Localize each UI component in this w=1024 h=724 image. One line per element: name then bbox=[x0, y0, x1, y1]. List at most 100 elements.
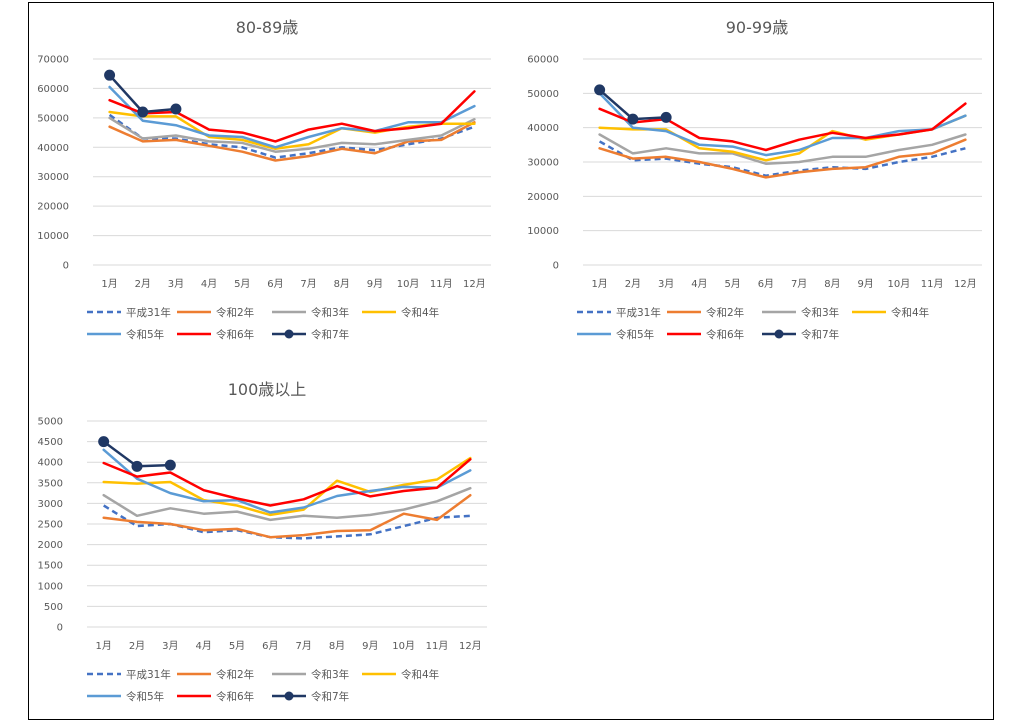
legend-label: 令和3年 bbox=[801, 306, 839, 319]
x-tick-label: 9月 bbox=[367, 278, 383, 290]
x-tick-label: 8月 bbox=[329, 640, 345, 652]
y-tick-label: 20000 bbox=[527, 192, 559, 203]
y-tick-label: 50000 bbox=[37, 113, 69, 124]
x-tick-label: 1月 bbox=[591, 278, 607, 290]
series-line bbox=[598, 92, 967, 157]
legend-label: 令和5年 bbox=[126, 690, 164, 703]
x-tick-label: 10月 bbox=[392, 640, 415, 652]
legend-label: 平成31年 bbox=[126, 668, 171, 681]
legend-label: 令和2年 bbox=[706, 306, 744, 319]
x-tick-label: 2月 bbox=[625, 278, 641, 290]
y-tick-label: 60000 bbox=[37, 84, 69, 95]
legend-label: 令和5年 bbox=[616, 328, 654, 341]
x-tick-label: 11月 bbox=[426, 640, 449, 652]
y-tick-label: 4000 bbox=[38, 458, 63, 469]
x-tick-label: 8月 bbox=[824, 278, 840, 290]
x-tick-label: 11月 bbox=[921, 278, 944, 290]
x-tick-label: 5月 bbox=[234, 278, 250, 290]
data-point bbox=[104, 69, 116, 81]
x-tick-label: 5月 bbox=[229, 640, 245, 652]
series-line bbox=[108, 121, 476, 162]
y-tick-label: 0 bbox=[553, 261, 559, 272]
legend-label: 令和2年 bbox=[216, 306, 254, 319]
y-tick-label: 40000 bbox=[527, 123, 559, 134]
y-tick-label: 10000 bbox=[527, 226, 559, 237]
x-tick-label: 10月 bbox=[397, 278, 420, 290]
y-tick-label: 10000 bbox=[37, 231, 69, 242]
data-point bbox=[594, 84, 606, 96]
data-point bbox=[660, 111, 672, 123]
y-tick-label: 50000 bbox=[527, 89, 559, 100]
legend-label: 令和4年 bbox=[891, 306, 929, 319]
x-tick-label: 9月 bbox=[857, 278, 873, 290]
y-tick-label: 500 bbox=[44, 602, 63, 613]
legend-label: 令和5年 bbox=[126, 328, 164, 341]
x-tick-label: 1月 bbox=[101, 278, 117, 290]
y-tick-label: 4500 bbox=[38, 437, 63, 448]
legend-label: 令和6年 bbox=[216, 690, 254, 703]
data-point bbox=[98, 436, 110, 448]
x-tick-label: 6月 bbox=[758, 278, 774, 290]
x-tick-label: 3月 bbox=[658, 278, 674, 290]
x-tick-label: 2月 bbox=[135, 278, 151, 290]
series-line bbox=[103, 504, 471, 540]
legend-label: 令和7年 bbox=[311, 690, 349, 703]
series-line bbox=[102, 458, 472, 507]
x-tick-label: 1月 bbox=[95, 640, 111, 652]
data-point bbox=[164, 459, 176, 471]
x-tick-label: 6月 bbox=[267, 278, 283, 290]
x-tick-label: 3月 bbox=[162, 640, 178, 652]
legend-label: 令和6年 bbox=[706, 328, 744, 341]
x-tick-label: 11月 bbox=[430, 278, 453, 290]
series-line bbox=[102, 456, 472, 517]
series-line bbox=[102, 486, 472, 522]
x-tick-label: 10月 bbox=[888, 278, 911, 290]
x-tick-label: 12月 bbox=[954, 278, 977, 290]
y-tick-label: 30000 bbox=[527, 158, 559, 169]
series-line bbox=[598, 102, 967, 152]
y-tick-label: 3000 bbox=[38, 499, 63, 510]
legend-marker bbox=[774, 329, 784, 339]
x-tick-label: 12月 bbox=[459, 640, 482, 652]
legend-label: 令和4年 bbox=[401, 306, 439, 319]
legend-label: 令和3年 bbox=[311, 306, 349, 319]
legend-label: 令和2年 bbox=[216, 668, 254, 681]
x-tick-label: 12月 bbox=[463, 278, 486, 290]
series-line bbox=[102, 448, 472, 514]
y-tick-label: 60000 bbox=[527, 55, 559, 66]
y-tick-label: 1000 bbox=[38, 581, 63, 592]
series-line bbox=[598, 133, 967, 165]
chart-frame: 80-89歳 0 10000 20000 30000 40000 50000 60000 700… bbox=[28, 2, 994, 720]
chart-title: 100歳以上 bbox=[228, 380, 307, 399]
charts-canvas: 80-89歳0100002000030000400005000060000700… bbox=[37, 18, 982, 703]
legend-label: 令和6年 bbox=[216, 328, 254, 341]
series-line bbox=[108, 116, 476, 153]
y-tick-label: 2500 bbox=[38, 520, 63, 531]
y-tick-label: 0 bbox=[63, 261, 69, 272]
y-tick-label: 5000 bbox=[38, 417, 63, 428]
legend-label: 平成31年 bbox=[616, 306, 661, 319]
chart-title: 80-89歳 bbox=[236, 18, 299, 37]
legend-label: 令和4年 bbox=[401, 668, 439, 681]
x-tick-label: 2月 bbox=[129, 640, 145, 652]
series-line bbox=[598, 140, 966, 177]
series-line bbox=[108, 90, 476, 143]
legend-label: 令和7年 bbox=[311, 328, 349, 341]
x-tick-label: 7月 bbox=[791, 278, 807, 290]
data-point bbox=[170, 103, 182, 115]
series-line bbox=[102, 493, 472, 539]
x-tick-label: 8月 bbox=[334, 278, 350, 290]
legend-marker bbox=[284, 329, 294, 339]
series-line bbox=[108, 85, 476, 149]
legend-label: 令和3年 bbox=[311, 668, 349, 681]
series-line bbox=[598, 138, 967, 179]
y-tick-label: 30000 bbox=[37, 172, 69, 183]
x-tick-label: 7月 bbox=[295, 640, 311, 652]
chart-1: 80-89歳 0 10000 20000 30000 40000 50000 60000 700… bbox=[37, 18, 491, 341]
y-tick-label: 1500 bbox=[38, 561, 63, 572]
x-tick-label: 5月 bbox=[724, 278, 740, 290]
y-tick-label: 0 bbox=[57, 623, 63, 634]
x-tick-label: 9月 bbox=[362, 640, 378, 652]
x-tick-label: 3月 bbox=[168, 278, 184, 290]
chart-title: 90-99歳 bbox=[726, 18, 789, 37]
